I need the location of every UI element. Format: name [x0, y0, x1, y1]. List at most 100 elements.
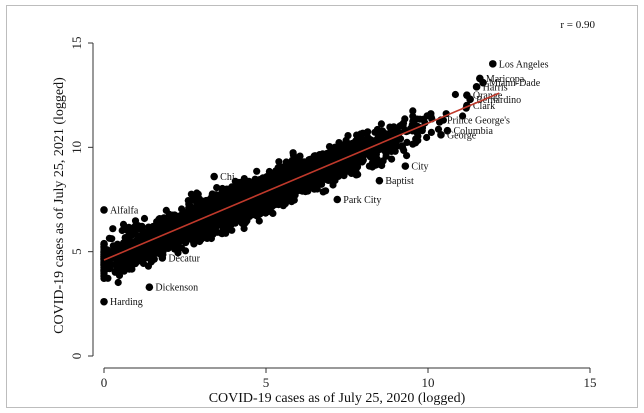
data-point: [105, 234, 113, 242]
data-point: [352, 137, 360, 145]
x-tick-label: 10: [422, 375, 435, 390]
data-point: [267, 193, 275, 201]
data-point: [398, 121, 406, 129]
point-label: Los Angeles: [499, 59, 549, 70]
data-point: [343, 147, 351, 155]
y-tick-label: 15: [69, 37, 84, 50]
data-point: [398, 142, 406, 150]
data-point: [259, 176, 267, 184]
data-point: [122, 226, 130, 234]
data-point: [275, 158, 283, 166]
point-label: City: [411, 162, 428, 173]
data-point: [317, 179, 325, 187]
data-point: [174, 249, 182, 257]
point-label: Columbia: [453, 126, 493, 137]
labeled-point: [210, 172, 218, 181]
point-label: Orange: [473, 91, 503, 102]
data-point: [100, 252, 108, 261]
data-point: [369, 151, 378, 159]
data-point: [279, 202, 287, 210]
data-point: [275, 172, 283, 180]
data-point: [100, 244, 108, 252]
data-point: [409, 107, 417, 115]
data-point: [130, 228, 138, 236]
data-point: [181, 247, 190, 255]
x-tick-label: 0: [101, 375, 108, 390]
data-point: [325, 143, 334, 151]
data-point: [113, 257, 121, 265]
data-point: [199, 234, 207, 242]
correlation-annotation: r = 0.90: [560, 19, 595, 31]
data-point: [382, 152, 390, 160]
data-point: [125, 265, 134, 273]
labeled-point: [443, 126, 452, 135]
data-point: [213, 228, 221, 236]
data-point: [100, 259, 108, 268]
data-point: [214, 203, 222, 212]
data-point: [221, 189, 229, 197]
data-point: [277, 194, 285, 202]
data-point: [138, 222, 146, 230]
data-point: [255, 217, 263, 225]
data-point: [181, 217, 189, 225]
point-label: Decatur: [168, 253, 200, 264]
data-point: [194, 196, 202, 204]
data-point: [243, 214, 251, 222]
data-point: [197, 218, 205, 227]
data-point: [208, 197, 216, 206]
data-point: [344, 132, 352, 140]
data-point: [222, 229, 230, 237]
point-label: Harris: [483, 82, 508, 93]
data-point: [104, 274, 112, 282]
data-point: [115, 264, 123, 272]
labeled-point: [100, 297, 108, 306]
axis-ticks: 0 5 10 15 0 5 10 15: [69, 37, 597, 391]
data-point: [353, 131, 361, 139]
point-label: George: [447, 130, 477, 141]
data-point: [247, 187, 255, 195]
labeled-point: [375, 176, 384, 185]
plot-frame: Los Angeles Maricopa Miami-Dade Harris Orang…: [6, 5, 638, 408]
data-point: [134, 236, 142, 244]
data-point: [261, 193, 269, 201]
data-point: [170, 214, 178, 222]
data-point: [365, 162, 373, 170]
data-point: [327, 149, 335, 157]
data-point: [229, 214, 237, 222]
point-label: Chi: [220, 172, 235, 183]
data-point: [216, 193, 224, 201]
data-point: [371, 161, 380, 169]
point-label: Alfalfa: [110, 205, 139, 216]
data-point: [109, 225, 117, 233]
data-point: [161, 224, 169, 232]
data-point: [409, 140, 417, 148]
data-point: [186, 204, 194, 212]
labeled-point: [145, 283, 154, 291]
data-point: [205, 228, 213, 236]
data-point: [208, 190, 216, 198]
labeled-point: [437, 131, 445, 139]
labeled-point: [401, 162, 410, 170]
labeled-point: [479, 78, 487, 87]
data-point: [199, 228, 208, 236]
data-point: [321, 169, 329, 177]
data-point: [413, 115, 421, 123]
data-point: [122, 235, 130, 243]
data-point: [199, 210, 207, 218]
data-point: [158, 238, 166, 246]
point-label: Dickenson: [155, 283, 198, 294]
data-point: [319, 188, 327, 196]
data-point: [253, 167, 261, 175]
point-cloud: [100, 90, 470, 287]
data-point: [294, 157, 302, 165]
scatter-chart: Los Angeles MaricopaMiami-DadeHarrisOrang…: [52, 19, 597, 406]
data-point: [346, 157, 354, 165]
data-point: [387, 147, 395, 155]
labeled-point: [472, 83, 481, 91]
y-tick-label: 10: [69, 141, 84, 154]
data-point: [240, 224, 248, 233]
data-point: [180, 230, 188, 238]
data-point: [392, 128, 400, 136]
data-point: [214, 218, 222, 226]
data-point: [186, 224, 194, 232]
